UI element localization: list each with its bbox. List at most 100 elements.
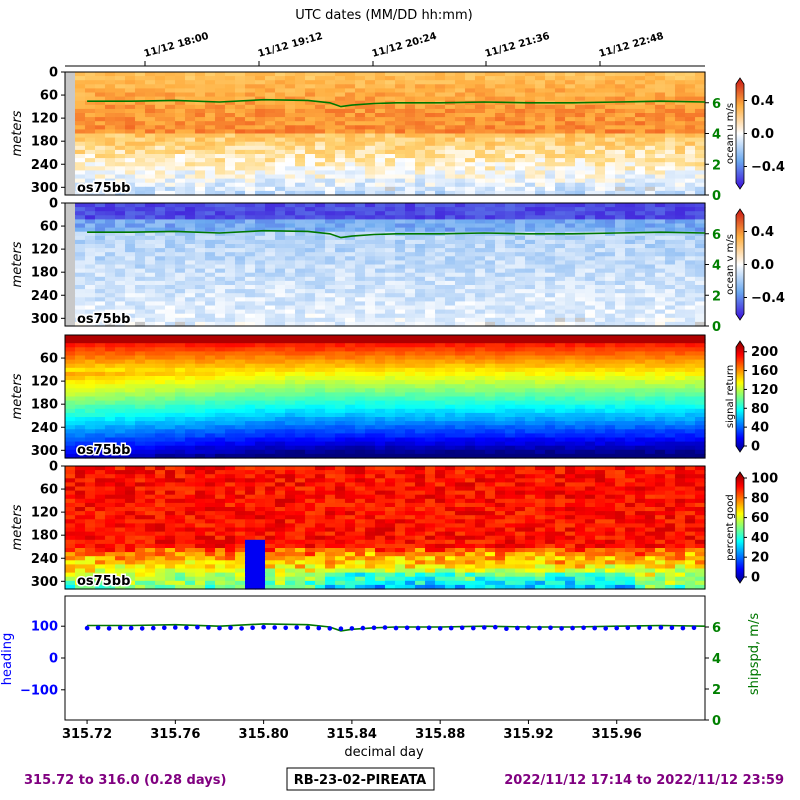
heatmap-cell — [565, 272, 576, 278]
heatmap-cell — [205, 182, 216, 188]
heatmap-cell — [465, 174, 476, 180]
heatmap-cell — [685, 289, 696, 294]
heatmap-cell — [615, 285, 626, 290]
heatmap-cell — [65, 355, 76, 361]
heatmap-cell — [205, 72, 216, 77]
heatmap-cell — [515, 363, 526, 369]
heatmap-cell — [285, 121, 296, 126]
heatmap-cell — [575, 80, 586, 85]
heatmap-cell — [685, 84, 696, 89]
heatmap-cell — [245, 231, 256, 237]
heatmap-cell — [115, 113, 126, 118]
heatmap-cell — [195, 76, 206, 81]
heatmap-cell — [65, 166, 76, 171]
heatmap-cell — [375, 162, 386, 167]
heatmap-cell — [205, 129, 216, 135]
heatmap-cell — [515, 104, 526, 110]
heatmap-cell — [565, 92, 576, 98]
heatmap-cell — [385, 252, 396, 257]
heatmap-cell — [275, 359, 286, 365]
heatmap-cell — [115, 276, 126, 282]
heatmap-cell — [255, 297, 266, 302]
heatmap-cell — [605, 149, 616, 155]
heatmap-cell — [685, 108, 696, 114]
heatmap-cell — [265, 104, 276, 110]
heatmap-cell — [325, 351, 336, 357]
heatmap-cell — [145, 380, 156, 385]
heatmap-cell — [655, 88, 666, 94]
heatmap-cell — [555, 380, 566, 385]
heatmap-cell — [425, 182, 436, 188]
heatmap-cell — [235, 305, 246, 311]
heatmap-cell — [515, 384, 526, 389]
heatmap-cell — [445, 400, 456, 406]
heatmap-cell — [545, 219, 556, 225]
heatmap-cell — [75, 104, 86, 110]
heatmap-cell — [335, 355, 346, 361]
heatmap-cell — [675, 170, 686, 176]
heatmap-cell — [655, 190, 666, 196]
heatmap-cell — [595, 72, 606, 77]
heatmap-cell — [285, 231, 296, 237]
heatmap-cell — [325, 256, 336, 261]
heatmap-cell — [205, 313, 216, 319]
heatmap-cell — [135, 305, 146, 311]
heatmap-cell — [525, 80, 536, 85]
heatmap-cell — [405, 203, 416, 208]
heatmap-cell — [505, 76, 516, 81]
heatmap-cell — [475, 207, 486, 212]
heatmap-cell — [155, 264, 166, 270]
heatmap-cell — [85, 359, 96, 365]
heatmap-cell — [255, 363, 266, 369]
heatmap-cell — [675, 355, 686, 361]
heatmap-cell — [365, 125, 376, 130]
heatmap-cell — [485, 317, 496, 323]
heatmap-cell — [105, 80, 116, 85]
heatmap-cell — [605, 297, 616, 302]
heatmap-cell — [185, 121, 196, 126]
heatmap-cell — [265, 72, 276, 77]
heatmap-cell — [505, 166, 516, 171]
heatmap-cell — [195, 162, 206, 167]
heatmap-cell — [195, 380, 206, 385]
heatmap-cell — [615, 113, 626, 118]
heatmap-cell — [675, 72, 686, 77]
heatmap-cell — [575, 170, 586, 176]
heatmap-cell — [515, 297, 526, 302]
heatmap-cell — [595, 149, 606, 155]
heatmap-cell — [475, 223, 486, 229]
heatmap-cell — [285, 174, 296, 180]
heatmap-cell — [355, 256, 366, 261]
heatmap-cell — [365, 244, 376, 249]
heatmap-cell — [665, 141, 676, 147]
heatmap-cell — [205, 335, 216, 340]
heatmap-cell — [195, 121, 206, 126]
heatmap-cell — [135, 223, 146, 229]
heatmap-cell — [255, 231, 266, 237]
heatmap-cell — [465, 149, 476, 155]
heatmap-cell — [485, 162, 496, 167]
heatmap-cell — [535, 207, 546, 212]
heatmap-cell — [205, 289, 216, 294]
heatmap-cell — [405, 313, 416, 319]
heatmap-cell — [365, 256, 376, 261]
heatmap-cell — [325, 166, 336, 171]
heatmap-cell — [205, 186, 216, 192]
heatmap-cell — [615, 145, 626, 151]
heatmap-cell — [355, 170, 366, 176]
heatmap-cell — [145, 285, 156, 290]
heatmap-cell — [235, 317, 246, 323]
heatmap-cell — [355, 76, 366, 81]
heatmap-cell — [195, 84, 206, 89]
heatmap-cell — [515, 113, 526, 118]
heatmap-cell — [325, 235, 336, 241]
heatmap-cell — [245, 384, 256, 389]
heatmap-cell — [425, 367, 436, 373]
heatmap-cell — [255, 359, 266, 365]
heatmap-cell — [265, 244, 276, 249]
heatmap-cell — [685, 309, 696, 315]
heatmap-cell — [85, 355, 96, 361]
heatmap-cell — [595, 276, 606, 282]
heatmap-cell — [405, 158, 416, 163]
heatmap-cell — [255, 88, 266, 94]
